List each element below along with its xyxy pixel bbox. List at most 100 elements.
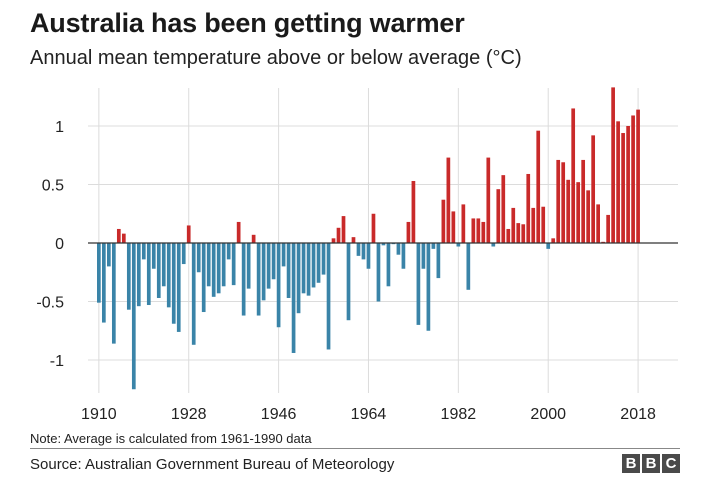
bar-2007 xyxy=(581,159,586,243)
bar-2015 xyxy=(621,133,625,243)
bar-1966 xyxy=(376,243,381,302)
bar-1938 xyxy=(236,221,241,243)
bar-2002 xyxy=(556,159,561,243)
bar-2004 xyxy=(566,179,571,243)
bar-layer xyxy=(97,87,640,390)
bar-1978 xyxy=(436,243,441,279)
bbc-logo: B B C xyxy=(622,454,680,473)
bar-1962 xyxy=(356,243,361,256)
bar-2018 xyxy=(636,109,640,244)
bar-1941 xyxy=(251,234,256,243)
bar-1926 xyxy=(176,243,181,332)
bar-1982 xyxy=(456,243,461,247)
bar-2006 xyxy=(576,182,581,243)
bbc-logo-letter: C xyxy=(662,454,680,473)
y-tick-label: 0 xyxy=(55,236,64,253)
bar-1991 xyxy=(501,175,506,243)
bar-1951 xyxy=(301,243,306,294)
bar-1928 xyxy=(186,225,191,243)
axis-layer: -1 -0.5 0 0.5 1 1910 1928 1946 1964 1982 2000 2018 xyxy=(36,119,678,423)
bar-1931 xyxy=(201,243,206,313)
footnote: Note: Average is calculated from 1961-19… xyxy=(30,431,312,446)
bar-1997 xyxy=(531,207,536,243)
bar-1913 xyxy=(111,243,116,344)
bar-1990 xyxy=(496,189,501,243)
bar-1989 xyxy=(491,243,496,247)
bar-1940 xyxy=(246,243,251,289)
bar-1960 xyxy=(346,243,351,321)
bar-1929 xyxy=(191,243,196,345)
bbc-logo-letter: B xyxy=(642,454,660,473)
bar-2003 xyxy=(561,162,566,243)
bar-1999 xyxy=(541,206,546,243)
bar-1939 xyxy=(241,243,246,316)
bar-1932 xyxy=(206,243,211,287)
bar-1981 xyxy=(451,211,456,243)
bar-1986 xyxy=(476,218,481,243)
y-tick-label: -0.5 xyxy=(36,295,64,312)
bar-2001 xyxy=(551,238,556,243)
bar-1944 xyxy=(266,243,271,289)
x-tick-label: 1982 xyxy=(441,406,477,423)
bar-1979 xyxy=(441,199,446,243)
x-tick-label: 1964 xyxy=(351,406,387,423)
bar-1977 xyxy=(431,243,436,249)
x-tick-label: 1910 xyxy=(81,406,117,423)
bar-1965 xyxy=(371,213,376,243)
bbc-logo-letter: B xyxy=(622,454,640,473)
bar-1954 xyxy=(316,243,321,283)
x-tick-label: 2018 xyxy=(620,406,656,423)
bar-1912 xyxy=(106,243,111,267)
bar-1942 xyxy=(256,243,261,316)
y-tick-label: -1 xyxy=(50,353,64,370)
bar-1930 xyxy=(196,243,201,273)
bar-1921 xyxy=(151,243,156,269)
bar-2016 xyxy=(626,126,630,243)
bar-1916 xyxy=(126,243,131,310)
bar-2009 xyxy=(591,135,596,243)
bar-1995 xyxy=(521,224,526,243)
bar-1998 xyxy=(536,130,541,243)
footer-divider xyxy=(30,448,680,449)
bar-1947 xyxy=(281,243,286,267)
bar-1963 xyxy=(361,243,366,260)
x-tick-label: 1928 xyxy=(171,406,207,423)
bar-1956 xyxy=(326,243,331,350)
bar-1974 xyxy=(416,243,421,325)
bar-1915 xyxy=(121,233,126,243)
bar-1919 xyxy=(141,243,146,260)
bar-1918 xyxy=(136,243,141,307)
bar-1983 xyxy=(461,204,466,243)
bar-1988 xyxy=(486,157,491,243)
bar-1948 xyxy=(286,243,291,298)
bar-1987 xyxy=(481,221,486,243)
bar-1958 xyxy=(336,227,341,243)
bar-1992 xyxy=(506,228,511,243)
source-credit: Source: Australian Government Bureau of … xyxy=(30,456,395,473)
bar-1975 xyxy=(421,243,426,269)
bar-2005 xyxy=(571,108,576,243)
bar-2008 xyxy=(586,190,591,243)
bar-1933 xyxy=(211,243,216,297)
bar-1911 xyxy=(101,243,106,323)
bar-1971 xyxy=(401,243,406,269)
bar-1910 xyxy=(97,243,101,303)
bar-1920 xyxy=(146,243,151,306)
bar-2014 xyxy=(616,121,620,243)
bar-1934 xyxy=(216,243,221,294)
bar-1950 xyxy=(296,243,301,314)
bar-1923 xyxy=(161,243,166,287)
bar-1993 xyxy=(511,207,516,243)
bar-1985 xyxy=(471,218,476,243)
bar-2012 xyxy=(606,214,610,243)
bar-1964 xyxy=(366,243,371,269)
bar-1959 xyxy=(341,216,346,243)
y-tick-label: 1 xyxy=(55,119,64,136)
bar-1952 xyxy=(306,243,311,296)
bar-1914 xyxy=(116,228,121,243)
x-tick-label: 2000 xyxy=(530,406,566,423)
x-tick-label: 1946 xyxy=(261,406,297,423)
bar-2010 xyxy=(596,204,600,243)
temperature-anomaly-chart: -1 -0.5 0 0.5 1 1910 1928 1946 1964 1982 2000 2018 xyxy=(36,87,678,423)
bar-1972 xyxy=(406,221,411,243)
